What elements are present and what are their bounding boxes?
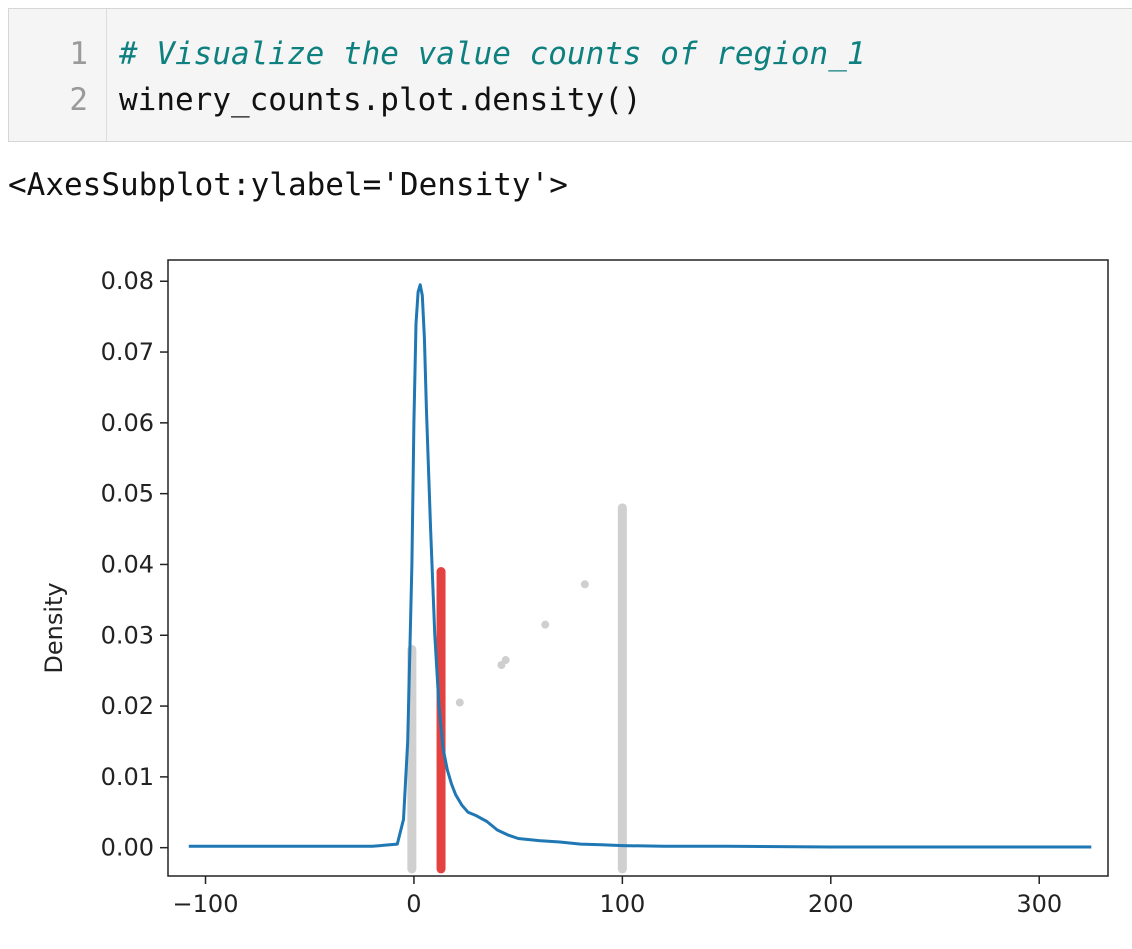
y-tick-label: 0.04 xyxy=(101,550,154,578)
code-cell[interactable]: 1 2 # Visualize the value counts of regi… xyxy=(8,8,1132,142)
y-tick-label: 0.08 xyxy=(101,267,154,295)
line-number: 2 xyxy=(69,82,88,118)
y-axis-title: Density xyxy=(40,582,68,673)
line-number: 1 xyxy=(69,36,88,72)
y-tick-label: 0.03 xyxy=(101,621,154,649)
x-tick-label: 0 xyxy=(406,890,421,918)
density-line xyxy=(188,283,1092,849)
overlay-dot xyxy=(580,580,589,589)
overlay-dot xyxy=(455,698,464,707)
density-chart: 0.00 0.01 0.02 0.03 0.04 0.05 0.06 0.07 0.08 −10… xyxy=(40,259,1109,918)
code-comment-line[interactable]: # Visualize the value counts of region_1 xyxy=(119,36,866,72)
output-repr: <AxesSubplot:ylabel='Density'> xyxy=(8,167,568,203)
y-tick-label: 0.02 xyxy=(101,692,154,720)
x-tick-label: 100 xyxy=(599,890,645,918)
line-number-gutter: 1 2 xyxy=(9,9,107,141)
y-tick-label: 0.01 xyxy=(101,763,154,791)
y-axis: 0.00 0.01 0.02 0.03 0.04 0.05 0.06 0.07 0.08 xyxy=(101,267,168,862)
y-tick-label: 0.00 xyxy=(101,834,154,862)
x-tick-label: 200 xyxy=(808,890,854,918)
y-tick-label: 0.06 xyxy=(101,409,154,437)
overlay-marks xyxy=(407,503,627,874)
overlay-dot xyxy=(541,620,550,629)
axes-frame xyxy=(167,259,1109,877)
overlay-dot xyxy=(501,656,510,665)
y-tick-label: 0.07 xyxy=(101,338,154,366)
x-tick-label: 300 xyxy=(1016,890,1062,918)
code-line[interactable]: winery_counts.plot.density() xyxy=(119,82,642,118)
y-tick-label: 0.05 xyxy=(101,480,154,508)
x-axis: −100 0 100 200 300 xyxy=(173,876,1062,918)
density-line-layer xyxy=(188,283,1092,849)
x-tick-label: −100 xyxy=(173,890,239,918)
